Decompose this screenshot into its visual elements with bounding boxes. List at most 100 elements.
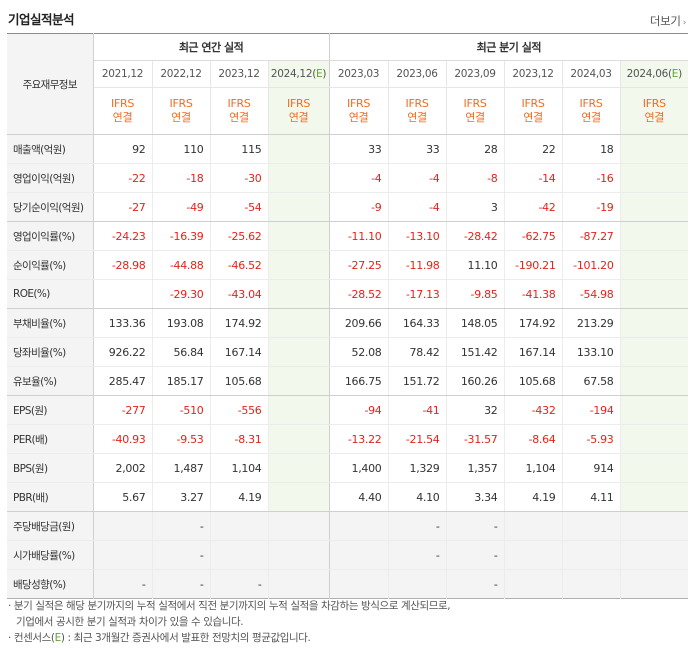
consolidated-label: 연결: [171, 111, 191, 124]
table-cell: 105.68: [503, 366, 563, 396]
row-label: 유보율(%): [7, 366, 94, 396]
table-cell: [267, 540, 330, 570]
ifrs-label: IFRS: [463, 97, 487, 110]
table-cell: -11.10: [328, 221, 389, 251]
period-label: 2024,06(E): [626, 68, 683, 80]
table-cell: 1,357: [445, 453, 505, 483]
table-cell: -9: [328, 192, 389, 222]
ifrs-label: IFRS: [642, 97, 666, 110]
table-cell: -: [151, 511, 210, 541]
table-cell: [267, 279, 330, 309]
table-cell: 3.27: [151, 482, 210, 512]
table-cell: 926.22: [92, 337, 152, 367]
table-cell: [267, 569, 330, 599]
table-cell: 2,002: [92, 453, 152, 483]
table-cell: [619, 250, 689, 280]
table-cell: [267, 192, 330, 222]
row-label: 영업이익률(%): [7, 221, 94, 251]
table-cell: 151.72: [387, 366, 447, 396]
chevron-right-icon: ›: [682, 18, 687, 28]
table-cell: 185.17: [151, 366, 210, 396]
table-cell: [619, 163, 689, 193]
row-label: 순이익률(%): [7, 250, 94, 280]
table-cell: -13.22: [328, 424, 389, 454]
table-cell: 67.58: [561, 366, 621, 396]
period-header: 2023,12: [209, 60, 268, 88]
table-cell: [619, 569, 689, 599]
table-cell: -194: [561, 395, 621, 425]
table-cell: [267, 424, 330, 454]
table-cell: [328, 511, 389, 541]
table-cell: 167.14: [209, 337, 268, 367]
footnotes: · 분기 실적은 해당 분기까지의 누적 실적에서 직전 분기까지의 누적 실적…: [8, 598, 451, 646]
table-cell: -13.10: [387, 221, 447, 251]
table-cell: -: [151, 540, 210, 570]
accounting-standard: IFRS 연결: [267, 87, 330, 135]
table-cell: -8.31: [209, 424, 268, 454]
table-cell: 174.92: [209, 308, 268, 338]
table-row: PER(배) -40.93 -9.53 -8.31 -13.22 -21.54 -31.57…: [7, 424, 689, 454]
footnote-2: 기업에서 공시한 분기 실적과 차이가 있을 수 있습니다.: [16, 616, 244, 628]
table-cell: [267, 511, 330, 541]
group-annual: 최근 연간 실적: [93, 33, 330, 61]
table-cell: 148.05: [445, 308, 505, 338]
table-row: 유보율(%) 285.47 185.17 105.68 166.75 151.72 160.…: [7, 366, 689, 396]
table-cell: 1,104: [209, 453, 268, 483]
table-cell: [561, 540, 621, 570]
table-cell: 5.67: [92, 482, 152, 512]
table-cell: -41.38: [503, 279, 563, 309]
table-cell: [619, 366, 689, 396]
consolidated-label: 연결: [229, 111, 249, 124]
more-link[interactable]: 더보기 ›: [650, 13, 686, 29]
estimate-mark: E: [671, 68, 679, 80]
table-row: 배당성향(%) - - - -: [7, 569, 689, 599]
consolidated-label: 연결: [348, 111, 369, 124]
table-cell: [328, 540, 389, 570]
table-cell: 133.36: [92, 308, 152, 338]
table-cell: -: [445, 540, 505, 570]
period-header: 2024,03: [561, 60, 621, 88]
table-cell: -30: [209, 163, 268, 193]
table-cell: 193.08: [151, 308, 210, 338]
table-cell: [503, 569, 563, 599]
table-cell: -: [209, 569, 268, 599]
row-label: PBR(배): [7, 482, 94, 512]
table-cell: [619, 192, 689, 222]
table-cell: -16.39: [151, 221, 210, 251]
table-cell: 4.11: [561, 482, 621, 512]
table-cell: -46.52: [209, 250, 268, 280]
table-cell: 110: [151, 134, 210, 164]
table-cell: [267, 337, 330, 367]
table-row: 순이익률(%) -28.98 -44.88 -46.52 -27.25 -11.98 11.…: [7, 250, 689, 280]
table-row: EPS(원) -277 -510 -556 -94 -41 32 -432 -194: [7, 395, 689, 425]
table-cell: -28.98: [92, 250, 152, 280]
table-cell: [92, 540, 152, 570]
table-cell: [619, 337, 689, 367]
table-cell: 174.92: [503, 308, 563, 338]
table-cell: -: [445, 511, 505, 541]
table-cell: [267, 163, 330, 193]
table-cell: [619, 134, 689, 164]
table-cell: 914: [561, 453, 621, 483]
table-cell: -21.54: [387, 424, 447, 454]
table-cell: [209, 511, 268, 541]
table-cell: -556: [209, 395, 268, 425]
table-cell: -54: [209, 192, 268, 222]
table-cell: [328, 569, 389, 599]
section-title: 기업실적분석: [8, 12, 75, 27]
table-cell: 33: [387, 134, 447, 164]
period-header: 2023,06: [387, 60, 447, 88]
consolidated-label: 연결: [523, 111, 543, 124]
row-label: 배당성향(%): [7, 569, 94, 599]
more-label: 더보기: [649, 14, 681, 28]
ifrs-label: IFRS: [169, 97, 193, 110]
table-cell: 166.75: [328, 366, 389, 396]
row-label: BPS(원): [7, 453, 94, 483]
table-cell: 1,400: [328, 453, 389, 483]
consolidated-label: 연결: [112, 111, 133, 124]
table-cell: -5.93: [561, 424, 621, 454]
financial-table: 주요재무정보 최근 연간 실적 최근 분기 실적 2021,12 2022,12 2…: [7, 33, 689, 599]
table-row: 매출액(억원) 92 110 115 33 33 28 22 18: [7, 134, 689, 164]
table-cell: -27: [92, 192, 152, 222]
table-cell: 105.68: [209, 366, 268, 396]
